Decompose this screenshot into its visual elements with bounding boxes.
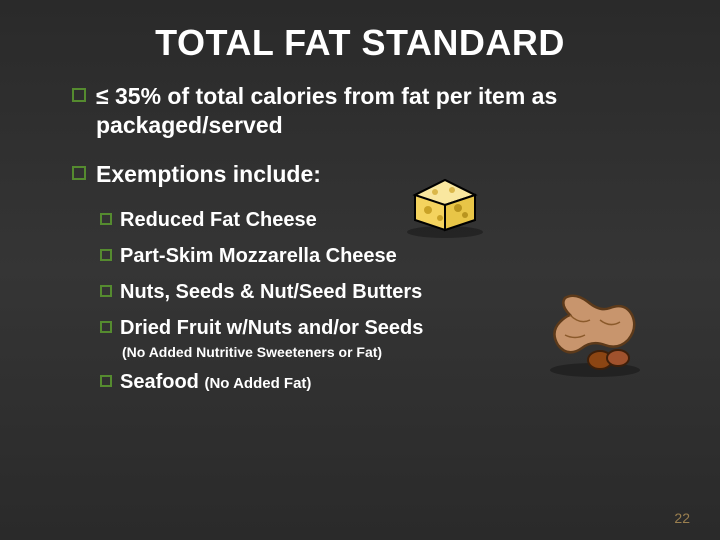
- cheese-icon: [400, 170, 490, 245]
- sub-bullet-5-text: Seafood (No Added Fat): [120, 370, 311, 394]
- bullet-marker-icon: [72, 166, 86, 180]
- sub-bullet-5-label: Seafood: [120, 371, 199, 393]
- bullet-main-1: ≤ 35% of total calories from fat per ite…: [72, 82, 680, 140]
- bullet-marker-icon: [100, 249, 112, 261]
- sub-bullet-2: Part-Skim Mozzarella Cheese: [100, 244, 680, 268]
- bullet-main-2-text: Exemptions include:: [96, 160, 321, 189]
- sub-bullet-1: Reduced Fat Cheese: [100, 208, 680, 232]
- sub-bullet-3-text: Nuts, Seeds & Nut/Seed Butters: [120, 280, 422, 304]
- sub-bullet-1-text: Reduced Fat Cheese: [120, 208, 317, 232]
- sub-bullet-5-note: (No Added Fat): [204, 375, 311, 392]
- bullet-marker-icon: [100, 285, 112, 297]
- bullet-marker-icon: [100, 213, 112, 225]
- bullet-main-1-text: ≤ 35% of total calories from fat per ite…: [96, 82, 680, 140]
- page-number: 22: [674, 510, 690, 526]
- bullet-marker-icon: [100, 321, 112, 333]
- peanut-icon: [540, 290, 650, 385]
- slide-title: TOTAL FAT STANDARD: [0, 0, 720, 82]
- bullet-main-2: Exemptions include:: [72, 160, 680, 189]
- bullet-marker-icon: [72, 88, 86, 102]
- bullet-marker-icon: [100, 375, 112, 387]
- sub-bullet-4-text: Dried Fruit w/Nuts and/or Seeds: [120, 316, 423, 340]
- sub-bullet-2-text: Part-Skim Mozzarella Cheese: [120, 244, 397, 268]
